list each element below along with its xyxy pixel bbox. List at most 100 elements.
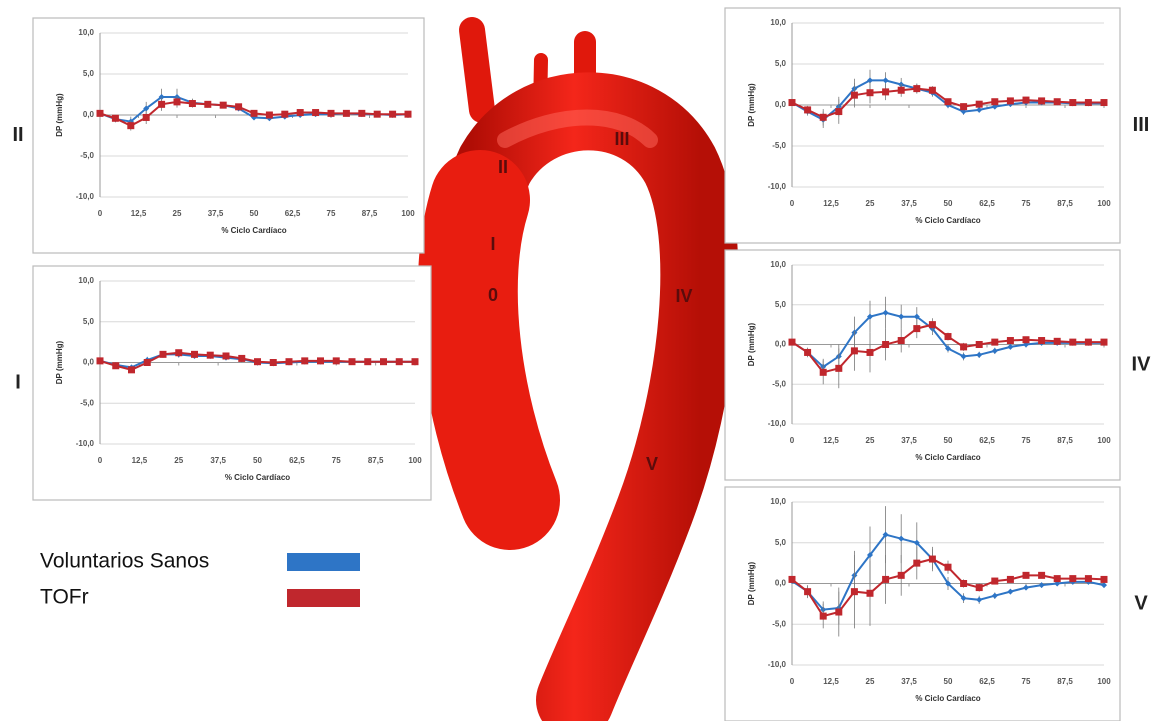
marker bbox=[1085, 575, 1092, 582]
marker bbox=[804, 106, 811, 113]
marker bbox=[1038, 97, 1045, 104]
y-tick-label: 5,0 bbox=[83, 69, 95, 78]
y-axis-label: DP (mmHg) bbox=[747, 83, 756, 127]
marker bbox=[333, 357, 340, 364]
marker bbox=[158, 101, 165, 108]
y-tick-label: -10,0 bbox=[76, 192, 95, 201]
marker bbox=[297, 109, 304, 116]
y-axis-label: DP (mmHg) bbox=[747, 322, 756, 366]
x-tick-label: 50 bbox=[944, 199, 953, 208]
marker bbox=[789, 576, 796, 583]
y-tick-label: -10,0 bbox=[768, 182, 787, 191]
x-tick-label: 25 bbox=[866, 199, 875, 208]
marker bbox=[312, 109, 319, 116]
marker bbox=[804, 588, 811, 595]
marker bbox=[266, 112, 273, 119]
x-tick-label: 25 bbox=[174, 456, 183, 465]
legend-swatch bbox=[287, 553, 360, 571]
marker bbox=[960, 580, 967, 587]
marker bbox=[97, 357, 104, 364]
marker bbox=[976, 101, 983, 108]
marker bbox=[97, 110, 104, 117]
marker bbox=[235, 103, 242, 110]
y-tick-label: -5,0 bbox=[772, 619, 786, 628]
y-tick-label: 0,0 bbox=[83, 110, 95, 119]
marker bbox=[882, 341, 889, 348]
y-axis-label: DP (mmHg) bbox=[55, 93, 64, 137]
marker bbox=[851, 92, 858, 99]
x-tick-label: 12,5 bbox=[823, 436, 839, 445]
y-tick-label: 10,0 bbox=[770, 18, 786, 27]
marker bbox=[380, 358, 387, 365]
marker bbox=[929, 556, 936, 563]
marker bbox=[945, 98, 952, 105]
marker bbox=[1085, 339, 1092, 346]
x-tick-label: 62,5 bbox=[979, 436, 995, 445]
x-tick-label: 100 bbox=[401, 209, 415, 218]
x-axis-label: % Ciclo Cardíaco bbox=[221, 226, 286, 235]
marker bbox=[128, 366, 135, 373]
marker bbox=[405, 111, 412, 118]
marker bbox=[1023, 336, 1030, 343]
y-tick-label: 5,0 bbox=[775, 59, 787, 68]
marker bbox=[396, 358, 403, 365]
marker bbox=[317, 357, 324, 364]
x-tick-label: 100 bbox=[408, 456, 422, 465]
marker bbox=[867, 89, 874, 96]
x-tick-label: 0 bbox=[790, 677, 795, 686]
x-tick-label: 75 bbox=[1022, 677, 1031, 686]
marker bbox=[389, 111, 396, 118]
marker bbox=[991, 339, 998, 346]
y-tick-label: 10,0 bbox=[78, 28, 94, 37]
marker bbox=[898, 337, 905, 344]
x-tick-label: 87,5 bbox=[1057, 677, 1073, 686]
y-tick-label: -5,0 bbox=[80, 398, 94, 407]
y-tick-label: 0,0 bbox=[775, 579, 787, 588]
x-tick-label: 75 bbox=[332, 456, 341, 465]
marker bbox=[945, 564, 952, 571]
y-tick-label: -5,0 bbox=[772, 379, 786, 388]
panel-label: II bbox=[12, 124, 23, 146]
legend-swatch bbox=[287, 589, 360, 607]
y-tick-label: 5,0 bbox=[775, 538, 787, 547]
marker bbox=[804, 349, 811, 356]
marker bbox=[1038, 337, 1045, 344]
marker bbox=[364, 358, 371, 365]
marker bbox=[343, 110, 350, 117]
marker bbox=[251, 110, 258, 117]
marker bbox=[144, 359, 151, 366]
x-tick-label: 87,5 bbox=[368, 456, 384, 465]
marker bbox=[898, 87, 905, 94]
marker bbox=[1023, 97, 1030, 104]
x-axis-label: % Ciclo Cardíaco bbox=[915, 216, 980, 225]
x-tick-label: 87,5 bbox=[1057, 436, 1073, 445]
marker bbox=[976, 584, 983, 591]
x-tick-label: 0 bbox=[790, 436, 795, 445]
marker bbox=[820, 613, 827, 620]
panel-label: V bbox=[1134, 592, 1148, 614]
x-tick-label: 87,5 bbox=[362, 209, 378, 218]
marker bbox=[820, 114, 827, 121]
y-tick-label: -10,0 bbox=[768, 419, 787, 428]
x-tick-label: 75 bbox=[1022, 436, 1031, 445]
marker bbox=[143, 114, 150, 121]
legend-label: Voluntarios Sanos bbox=[40, 550, 209, 573]
panel-label: IV bbox=[1132, 353, 1152, 375]
x-tick-label: 100 bbox=[1097, 677, 1111, 686]
marker bbox=[789, 339, 796, 346]
marker bbox=[412, 358, 419, 365]
y-tick-label: 5,0 bbox=[83, 317, 95, 326]
marker bbox=[851, 347, 858, 354]
marker bbox=[1101, 99, 1108, 106]
marker bbox=[223, 352, 230, 359]
marker bbox=[1069, 99, 1076, 106]
x-tick-label: 12,5 bbox=[823, 677, 839, 686]
y-tick-label: -10,0 bbox=[768, 660, 787, 669]
aorta-label: II bbox=[498, 157, 508, 177]
marker bbox=[867, 590, 874, 597]
marker bbox=[238, 355, 245, 362]
marker bbox=[960, 343, 967, 350]
marker bbox=[281, 111, 288, 118]
marker bbox=[112, 362, 119, 369]
marker bbox=[112, 115, 119, 122]
